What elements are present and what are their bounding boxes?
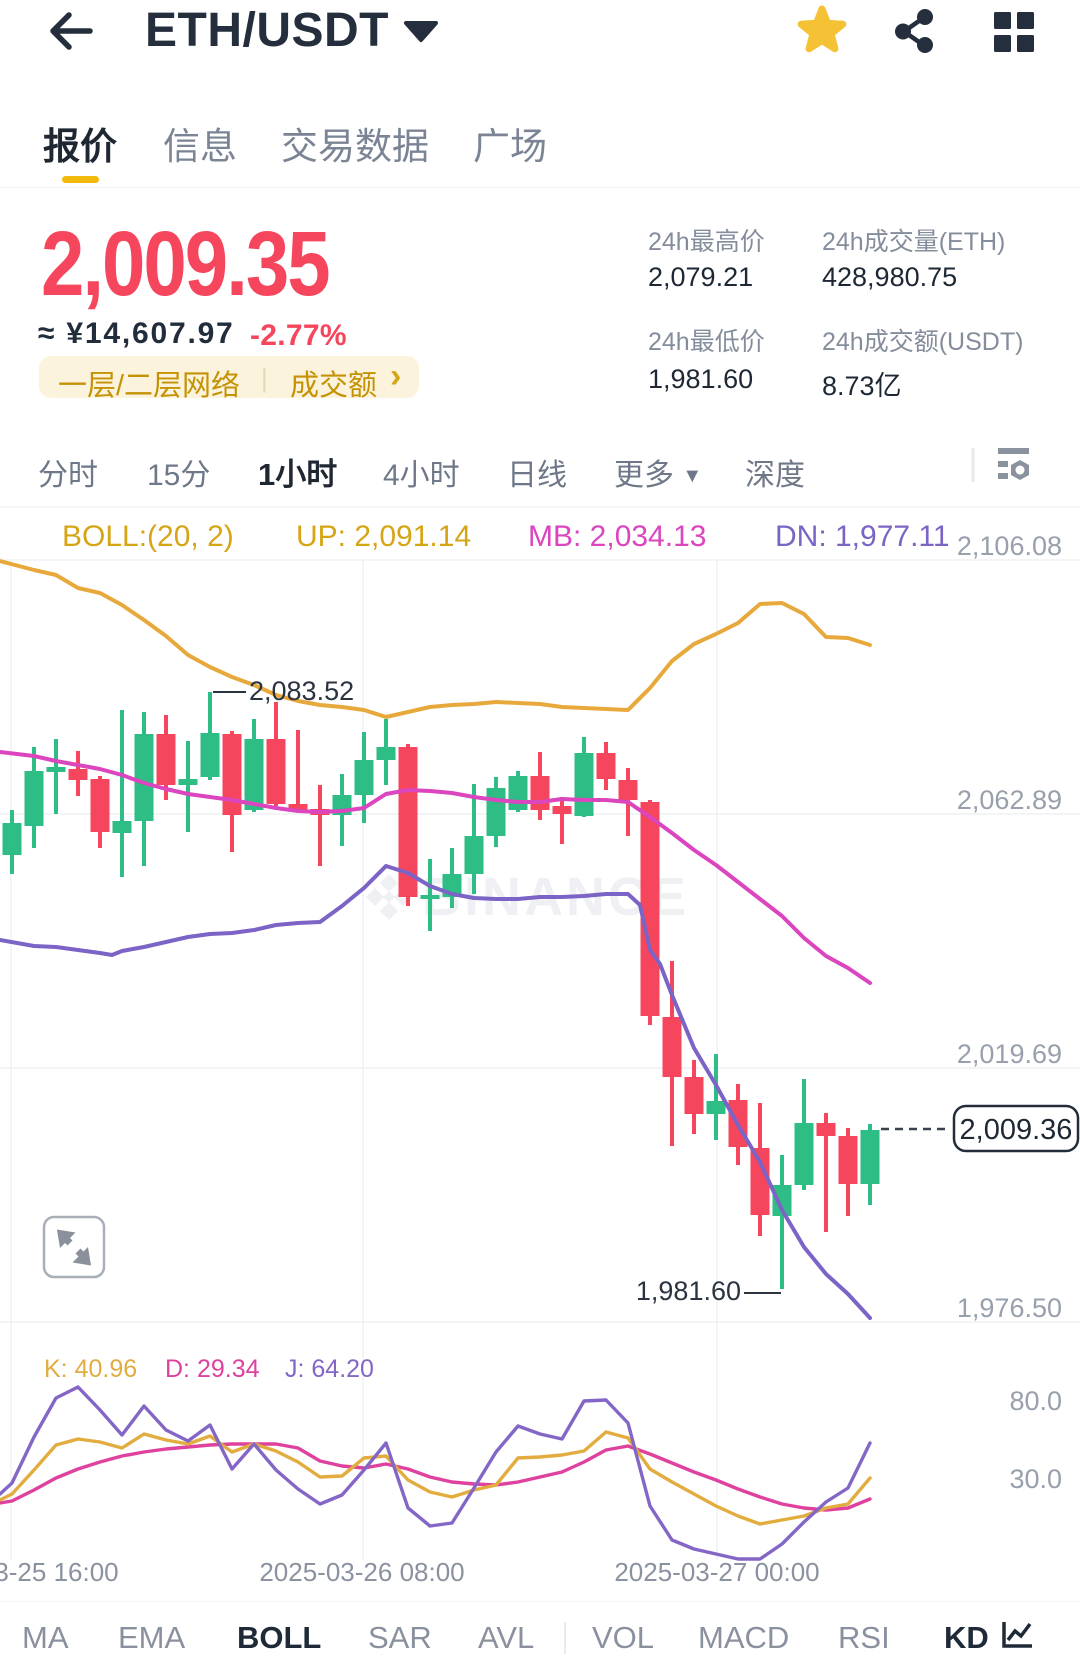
svg-text:2,062.89: 2,062.89 [957,785,1062,815]
svg-text:1,976.50: 1,976.50 [957,1293,1062,1323]
svg-text:D: 29.34: D: 29.34 [165,1355,260,1383]
svg-text:J: 64.20: J: 64.20 [285,1355,374,1383]
svg-text:2,106.08: 2,106.08 [957,531,1062,561]
svg-text:80.0: 80.0 [1009,1386,1062,1416]
svg-text:1,981.60: 1,981.60 [636,1276,741,1306]
svg-text:2,083.52: 2,083.52 [249,676,354,706]
svg-text:2,019.69: 2,019.69 [957,1039,1062,1069]
svg-text:2025-03-25 16:00: 2025-03-25 16:00 [0,1557,119,1587]
svg-text:30.0: 30.0 [1009,1464,1062,1494]
svg-text:2025-03-26 08:00: 2025-03-26 08:00 [259,1557,464,1587]
svg-text:2025-03-27 00:00: 2025-03-27 00:00 [614,1557,819,1587]
svg-text:K: 40.96: K: 40.96 [44,1355,137,1383]
svg-text:2,009.36: 2,009.36 [960,1114,1073,1146]
